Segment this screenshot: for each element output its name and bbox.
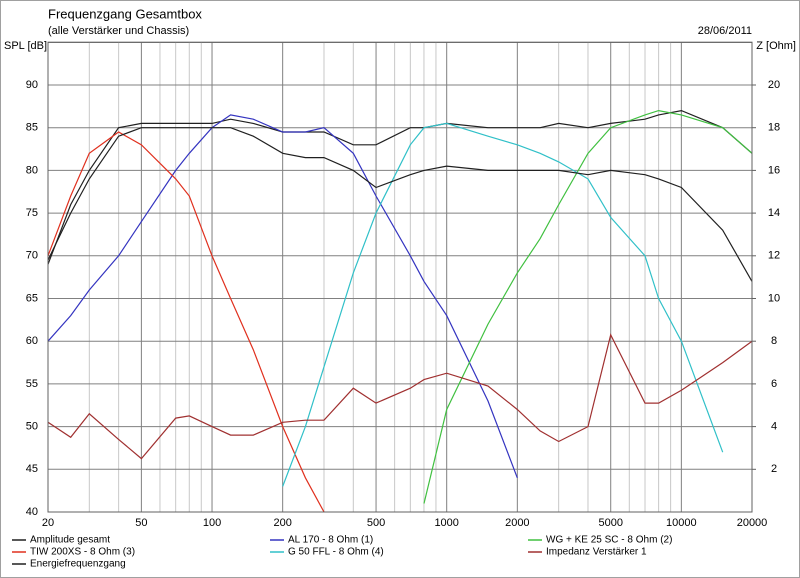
plot-border — [47, 41, 753, 513]
lines — [48, 109, 752, 513]
x-tick-label: 20000 — [737, 517, 768, 529]
y2-tick-label: 20 — [768, 79, 780, 91]
y-axis-label: SPL [dB] — [4, 40, 47, 52]
series-line — [48, 333, 752, 460]
y2-tick-label: 16 — [768, 164, 780, 176]
x-tick-label: 100 — [203, 517, 221, 529]
y-tick-label: 75 — [26, 207, 38, 219]
x-tick-label: 10000 — [666, 517, 697, 529]
series-line — [48, 127, 752, 282]
plot-area — [47, 41, 753, 513]
legend-label: G 50 FFL - 8 Ohm (4) — [288, 547, 384, 558]
y2-tick-label: 6 — [771, 378, 777, 390]
y-tick-label: 65 — [26, 292, 38, 304]
y-tick-label: 80 — [26, 164, 38, 176]
x-tick-label: 20 — [42, 517, 54, 529]
chart-date: 28/06/2011 — [698, 25, 752, 37]
x-tick-label: 50 — [135, 517, 147, 529]
x-tick-label: 5000 — [598, 517, 622, 529]
y-tick-label: 45 — [26, 463, 38, 475]
legend-label: TIW 200XS - 8 Ohm (3) — [30, 547, 135, 558]
y-tick-label: 55 — [26, 378, 38, 390]
y-tick-label: 70 — [26, 250, 38, 262]
y2-tick-label: 2 — [771, 463, 777, 475]
x-tick-label: 200 — [273, 517, 291, 529]
series-line — [423, 109, 752, 504]
x-tick-label: 500 — [367, 517, 385, 529]
y-tick-label: 60 — [26, 335, 38, 347]
y2-tick-label: 4 — [771, 421, 777, 433]
y2-tick-label: 18 — [768, 122, 780, 134]
y2-tick-label: 14 — [768, 207, 780, 219]
legend-label: Energiefrequenzgang — [30, 559, 126, 570]
y2-tick-label: 10 — [768, 292, 780, 304]
series-line — [48, 114, 518, 479]
legend-label: Amplitude gesamt — [30, 535, 110, 546]
chart-title: Frequenzgang Gesamtbox — [48, 6, 202, 21]
y2-axis-label: Z [Ohm] — [756, 40, 796, 52]
series-line — [48, 131, 325, 513]
y-tick-label: 90 — [26, 79, 38, 91]
y2-tick-label: 8 — [771, 335, 777, 347]
x-tick-label: 2000 — [505, 517, 529, 529]
y2-tick-label: 12 — [768, 250, 780, 262]
legend-label: WG + KE 25 SC - 8 Ohm (2) — [546, 535, 672, 546]
y-tick-label: 85 — [26, 122, 38, 134]
y-tick-label: 40 — [26, 506, 38, 518]
series-line — [48, 109, 752, 265]
legend-label: Impedanz Verstärker 1 — [546, 547, 647, 558]
series-line — [282, 122, 724, 487]
y-tick-label: 50 — [26, 421, 38, 433]
legend-label: AL 170 - 8 Ohm (1) — [288, 535, 373, 546]
x-tick-label: 1000 — [434, 517, 458, 529]
chart-subtitle: (alle Verstärker und Chassis) — [48, 25, 189, 37]
